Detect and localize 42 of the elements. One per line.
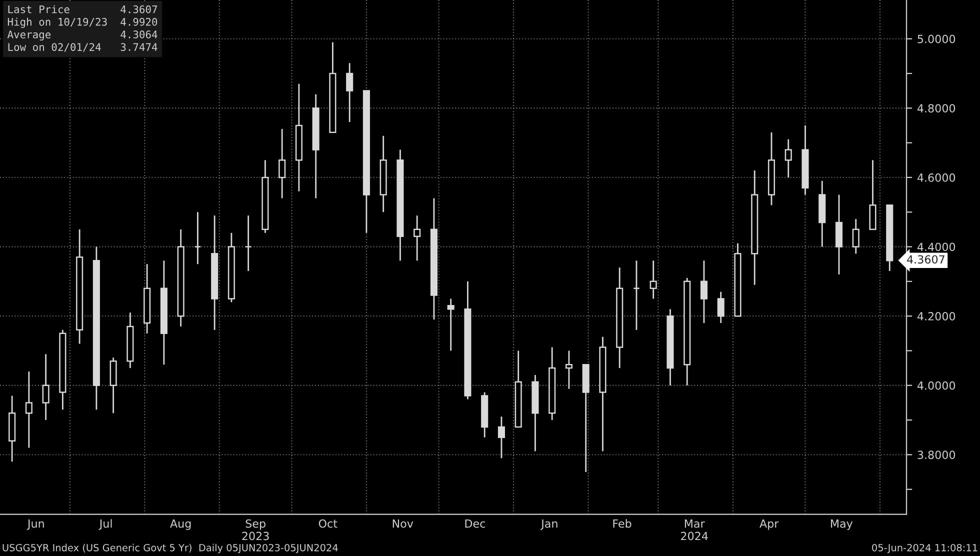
candlestick: [565, 350, 572, 390]
candlestick: [700, 260, 708, 324]
x-tick-label: Apr: [760, 520, 779, 530]
annotation: High on 10/19/23 4.9920: [8, 18, 158, 28]
annotation: Last Price 4.3607: [8, 5, 157, 14]
candlestick: [498, 416, 505, 459]
text: 05-Jun-2024 11:08:11: [872, 544, 978, 554]
x-tick-label: Mar 2024: [681, 520, 708, 540]
annotation: 4.3607: [907, 255, 944, 264]
y-tick-label: 4.0000: [917, 381, 956, 390]
annotation: Low on 02/01/24 3.7474: [8, 43, 158, 52]
y-tick-label: 4.4000: [917, 242, 956, 252]
y-tick-label: 5.0000: [918, 34, 956, 44]
x-tick-label: Aug: [170, 520, 191, 530]
x-tick-label: Jan: [540, 520, 558, 530]
x-tick-label: Jul: [98, 519, 112, 530]
candlestick: [346, 62, 354, 123]
candlestick: [25, 370, 32, 448]
x-tick-label: Feb: [613, 519, 632, 528]
y-tick-label: 4.6000: [917, 173, 956, 182]
y-tick-label: 4.2000: [917, 312, 956, 320]
candlestick: [278, 128, 286, 199]
x-tick-label: Jun: [26, 520, 44, 530]
candlestick: [717, 291, 724, 324]
text: USGG5YR Index (US Generic Govt 5 Yr) Daily 05JUN2023-05JUN2024: [2, 544, 338, 554]
candlestick: [194, 211, 202, 265]
x-tick-label: May: [831, 520, 853, 530]
candlestick: [852, 218, 860, 254]
candlestick: [632, 260, 640, 331]
x-tick-label: Nov: [392, 520, 414, 528]
annotation: Average 4.3064: [7, 30, 158, 40]
candlestick: [244, 214, 252, 272]
x-tick-label: Oct: [318, 519, 338, 528]
x-tick-label: Sep 2023: [242, 519, 269, 540]
candlestick: [650, 260, 657, 300]
candlestick: [42, 353, 50, 421]
candlestick: [414, 214, 421, 262]
x-tick-label: Dec: [465, 520, 486, 528]
y-tick-label: 3.8000: [918, 450, 956, 460]
y-tick-label: 4.8000: [917, 104, 956, 113]
candlestick: [784, 138, 792, 178]
candlestick: [447, 298, 454, 352]
